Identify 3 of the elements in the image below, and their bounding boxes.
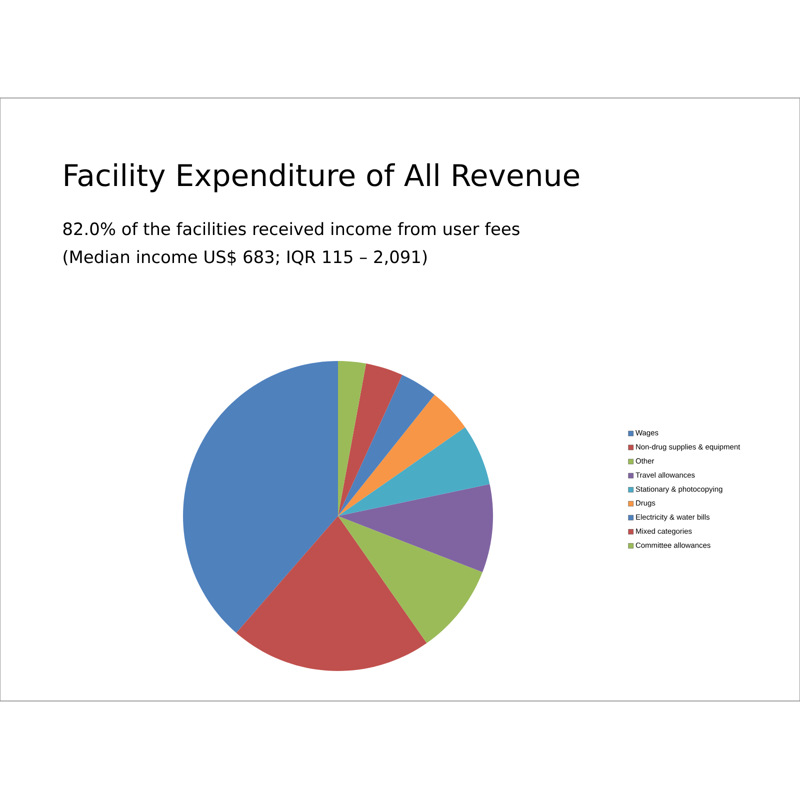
- chart-subtitle: 82.0% of the facilities received income from user fees: [63, 222, 520, 236]
- text: (Median income US$ 683; IQR 115 – 2,091): [64, 250, 427, 266]
- chart-title: Facility Expenditure of All Revenue: [65, 163, 580, 192]
